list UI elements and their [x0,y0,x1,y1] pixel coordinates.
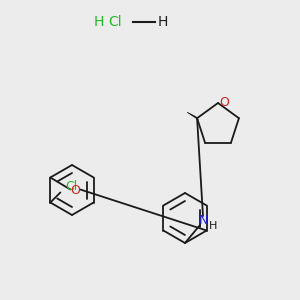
Text: O: O [70,184,80,197]
Polygon shape [187,112,198,120]
Text: H: H [158,15,168,29]
Text: H: H [209,221,217,231]
Text: Cl: Cl [108,15,122,29]
Text: N: N [198,214,208,227]
Text: H: H [94,15,104,29]
Text: O: O [219,97,229,110]
Text: Cl: Cl [65,180,78,193]
